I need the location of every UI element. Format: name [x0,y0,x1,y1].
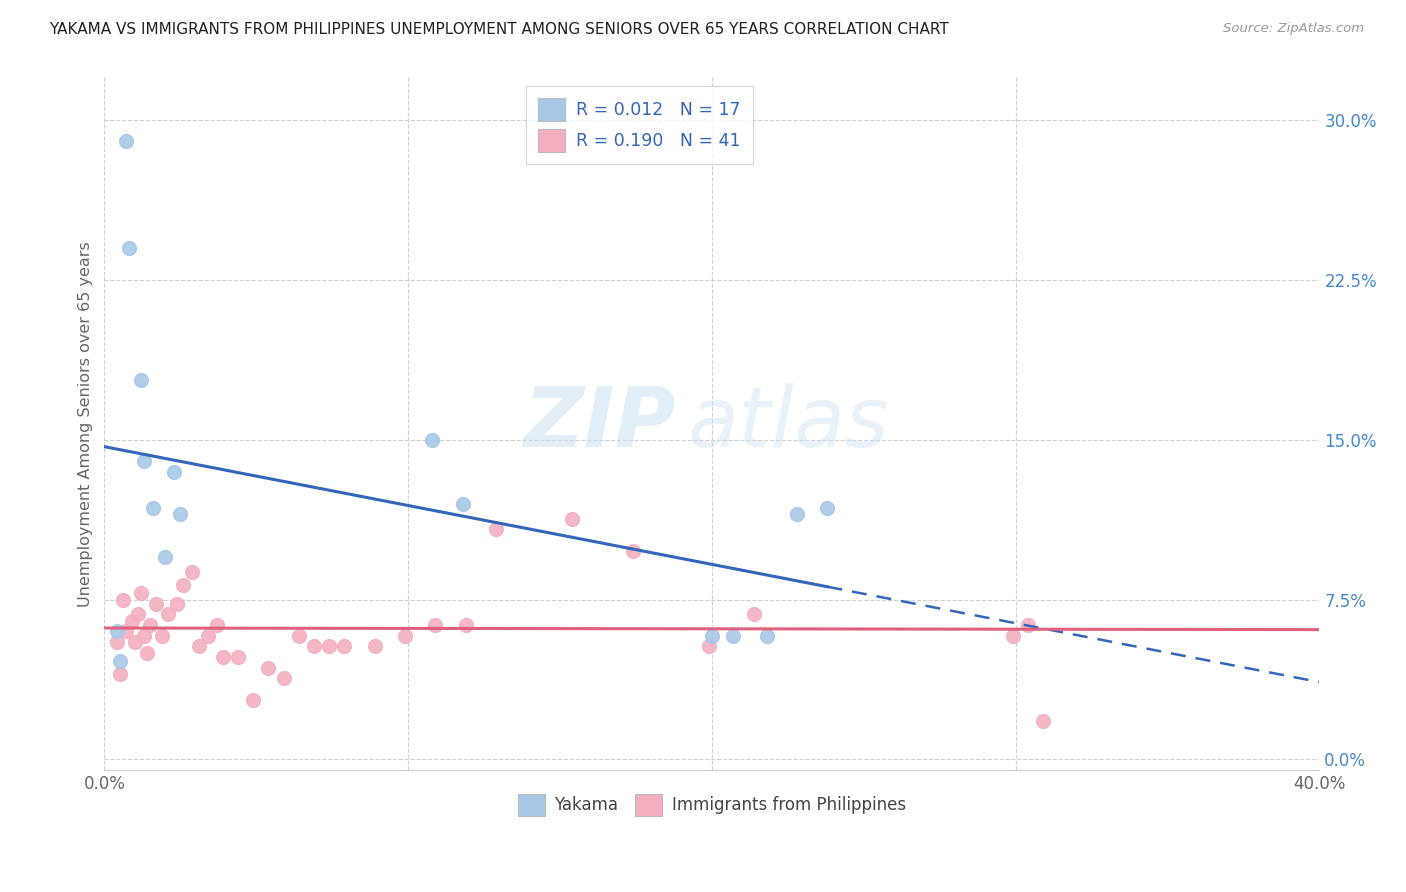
Point [721,629,744,643]
Point [105,624,128,639]
Text: ZIP: ZIP [523,384,675,464]
Point [288,629,311,643]
Point [364,640,387,654]
Point [815,500,838,515]
Point [333,640,356,654]
Point [273,672,295,686]
Point [145,597,167,611]
Point [169,508,191,522]
Point [114,624,136,639]
Point [108,654,131,668]
Point [257,661,280,675]
Point [132,454,155,468]
Point [121,614,143,628]
Point [242,692,264,706]
Point [394,629,416,643]
Point [454,618,477,632]
Point [697,640,720,654]
Point [187,640,209,654]
Point [211,650,233,665]
Y-axis label: Unemployment Among Seniors over 65 years: Unemployment Among Seniors over 65 years [79,241,93,607]
Point [700,629,723,643]
Point [124,635,146,649]
Text: Source: ZipAtlas.com: Source: ZipAtlas.com [1223,22,1364,36]
Point [1001,629,1024,643]
Point [127,607,149,622]
Point [561,511,583,525]
Point [425,618,447,632]
Point [157,607,180,622]
Point [111,592,134,607]
Point [129,586,152,600]
Point [485,522,508,536]
Point [150,629,173,643]
Point [135,646,157,660]
Point [142,500,165,515]
Point [451,497,474,511]
Point [118,241,141,255]
Point [166,597,188,611]
Point [318,640,340,654]
Point [422,433,444,447]
Text: atlas: atlas [688,384,889,464]
Point [786,508,808,522]
Point [114,134,136,148]
Point [744,607,766,622]
Text: YAKAMA VS IMMIGRANTS FROM PHILIPPINES UNEMPLOYMENT AMONG SENIORS OVER 65 YEARS C: YAKAMA VS IMMIGRANTS FROM PHILIPPINES UN… [49,22,949,37]
Point [302,640,325,654]
Point [226,650,249,665]
Point [1032,714,1054,728]
Point [197,629,219,643]
Point [755,629,778,643]
Point [129,373,152,387]
Point [181,565,204,579]
Point [163,465,186,479]
Point [205,618,228,632]
Point [108,667,131,681]
Point [153,549,176,564]
Point [1017,618,1039,632]
Point [172,577,194,591]
Point [621,543,644,558]
Legend: Yakama, Immigrants from Philippines: Yakama, Immigrants from Philippines [509,786,914,824]
Point [139,618,162,632]
Point [132,629,155,643]
Point [105,635,128,649]
